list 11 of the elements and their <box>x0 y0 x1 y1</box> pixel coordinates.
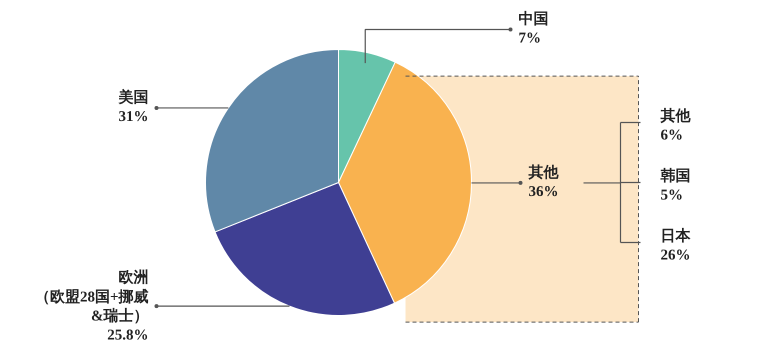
text: 日本 26% <box>660 228 692 264</box>
text: 其他 6% <box>660 108 692 144</box>
data-label: 36% <box>528 184 558 200</box>
slice-label: 美国 <box>118 88 148 106</box>
text: 韩国 5% <box>660 168 690 204</box>
slice-label: 其他 <box>528 164 560 181</box>
slice-label: 欧洲（欧盟28国+挪威&瑞士） <box>34 269 149 325</box>
slice-label: 中国 <box>518 10 548 28</box>
data-label: 7% <box>518 30 541 47</box>
data-label: 25.8% <box>107 328 148 342</box>
data-label: 31% <box>118 109 148 126</box>
